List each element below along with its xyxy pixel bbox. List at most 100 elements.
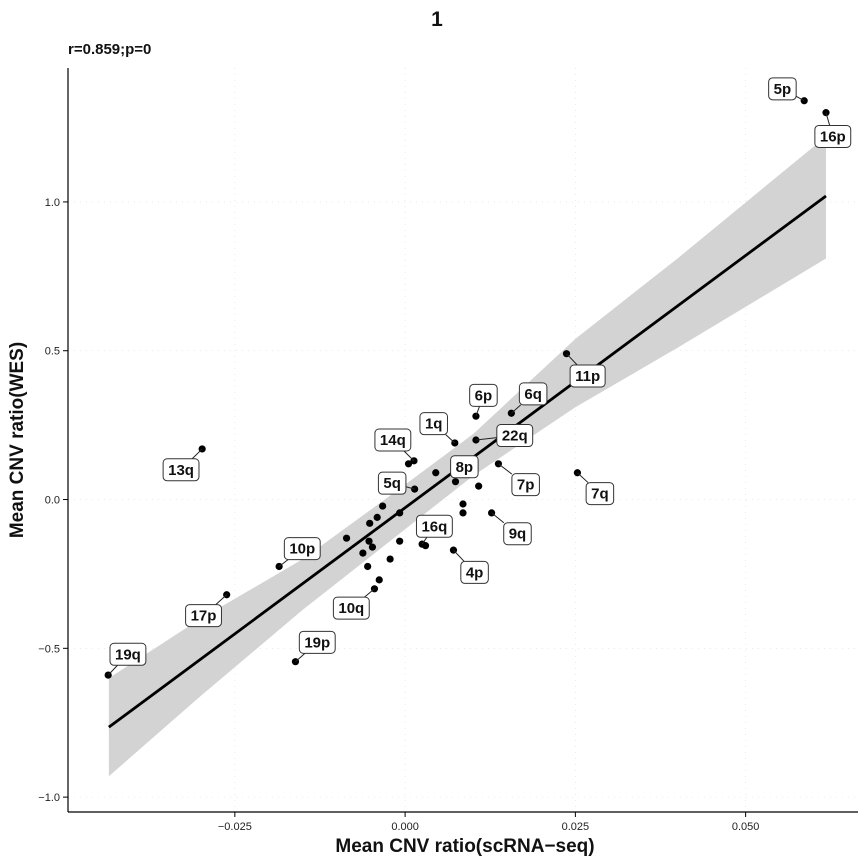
- x-tick-label-2: 0.025: [562, 821, 590, 833]
- leader-19q: [107, 664, 118, 676]
- label-7p: 7p: [498, 463, 540, 497]
- label-text-13q: 13q: [168, 462, 194, 479]
- label-text-5p: 5p: [774, 81, 792, 98]
- axes: −0.025 0.000 0.025 0.050 −1.0 −0.5 0.0 0.5 1.0: [38, 68, 858, 833]
- label-text-14q: 14q: [380, 432, 406, 449]
- label-5q: 5q: [377, 471, 415, 495]
- data-point-36: [475, 482, 483, 490]
- label-box-7q: [585, 482, 615, 506]
- y-axis-title: Mean CNV ratio(WES): [7, 342, 28, 538]
- data-point-26: [364, 562, 372, 571]
- label-text-7q: 7q: [591, 486, 609, 503]
- leader-19p: [295, 652, 306, 663]
- label-text-19p: 19p: [304, 634, 330, 651]
- point-labels: 5p 16p 11p 6q 6p 22q 1q 14q 13q 8p 7p 7q 5q 9q 16q 4p 10…: [107, 77, 852, 676]
- label-6q: 6q: [511, 382, 548, 414]
- label-16q: 16q: [415, 514, 453, 545]
- data-points: [104, 97, 830, 679]
- label-6p: 6p: [469, 383, 498, 417]
- label-text-5q: 5q: [383, 475, 401, 492]
- label-box-14q: [374, 428, 412, 452]
- data-point-21: [379, 502, 387, 510]
- data-point-30: [375, 576, 383, 584]
- label-7q: 7q: [577, 472, 615, 506]
- data-point-29: [396, 537, 404, 545]
- leader-5q: [405, 486, 415, 490]
- label-text-22q: 22q: [502, 428, 528, 445]
- leader-9q: [491, 512, 505, 524]
- data-point-25: [359, 549, 367, 557]
- data-point-27: [368, 543, 377, 551]
- label-box-11p: [569, 364, 606, 388]
- label-box-19q: [109, 642, 147, 666]
- leader-7p: [498, 463, 513, 475]
- leader-6p: [475, 406, 480, 417]
- label-text-7p: 7p: [517, 477, 535, 494]
- leader-14q: [403, 450, 415, 462]
- label-1q: 1q: [419, 412, 456, 444]
- leader-16p: [825, 112, 831, 126]
- label-box-10p: [283, 537, 321, 561]
- label-box-22q: [496, 424, 534, 448]
- leader-5p: [795, 95, 805, 102]
- label-box-4p: [460, 560, 489, 584]
- label-8p: 8p: [450, 455, 479, 479]
- y-tick-label-3: 0.5: [45, 346, 60, 358]
- label-text-6q: 6q: [524, 386, 542, 403]
- label-box-8p: [450, 455, 479, 479]
- label-11p: 11p: [566, 353, 606, 388]
- leader-4p: [453, 549, 465, 562]
- label-22q: 22q: [475, 424, 534, 448]
- label-box-17p: [185, 604, 222, 628]
- y-tick-label-4: 1.0: [45, 197, 60, 209]
- label-text-19q: 19q: [115, 646, 141, 663]
- label-17p: 17p: [185, 594, 228, 628]
- label-9q: 9q: [491, 512, 532, 546]
- label-text-11p: 11p: [575, 368, 600, 385]
- label-box-1q: [419, 412, 448, 436]
- label-box-16p: [814, 124, 852, 148]
- data-point-37: [432, 469, 440, 477]
- label-text-10p: 10p: [289, 541, 315, 558]
- label-box-16q: [415, 514, 453, 538]
- label-box-5p: [768, 77, 797, 101]
- leader-10p: [278, 559, 289, 567]
- correlation-annotation: r=0.859;p=0: [68, 41, 151, 58]
- label-text-8p: 8p: [456, 459, 474, 476]
- leader-16q: [421, 537, 428, 545]
- data-point-5p: [800, 97, 808, 105]
- label-text-16p: 16p: [820, 128, 846, 145]
- label-19q: 19q: [107, 642, 147, 676]
- leader-22q: [475, 437, 497, 441]
- y-tick-label-0: −1.0: [38, 792, 60, 804]
- data-point-31: [342, 534, 351, 542]
- leader-11p: [566, 353, 578, 366]
- label-5p: 5p: [768, 77, 805, 102]
- label-10p: 10p: [278, 537, 321, 567]
- leader-13q: [191, 448, 203, 460]
- data-point-33: [421, 542, 430, 550]
- label-box-6p: [469, 383, 498, 407]
- label-text-16q: 16q: [421, 518, 447, 535]
- leader-17p: [215, 594, 228, 605]
- data-point-32: [365, 537, 373, 545]
- data-point-34: [459, 509, 467, 517]
- label-4p: 4p: [453, 549, 489, 584]
- leader-10q: [364, 588, 375, 598]
- label-box-7p: [511, 473, 540, 497]
- label-14q: 14q: [374, 428, 415, 462]
- label-10q: 10q: [332, 588, 375, 620]
- label-text-17p: 17p: [191, 608, 217, 625]
- data-point-38: [404, 460, 413, 468]
- data-point-24: [366, 519, 374, 527]
- label-text-10q: 10q: [338, 600, 364, 617]
- data-point-35: [459, 500, 467, 508]
- label-13q: 13q: [162, 448, 203, 482]
- x-tick-label-0: −0.025: [218, 821, 252, 833]
- label-box-10q: [332, 596, 370, 620]
- label-box-19p: [298, 630, 336, 654]
- label-16p: 16p: [814, 112, 852, 148]
- leader-7q: [577, 472, 589, 483]
- label-box-6q: [518, 382, 548, 406]
- label-text-9q: 9q: [509, 526, 527, 543]
